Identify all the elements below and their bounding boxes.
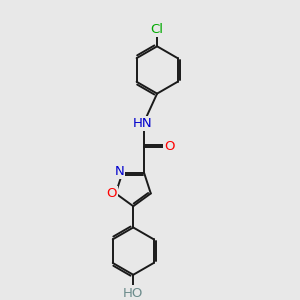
Text: O: O — [164, 140, 175, 153]
Text: Cl: Cl — [151, 23, 164, 36]
Text: HO: HO — [123, 287, 143, 300]
Text: N: N — [115, 165, 124, 178]
Text: HN: HN — [133, 117, 153, 130]
Text: O: O — [106, 187, 117, 200]
